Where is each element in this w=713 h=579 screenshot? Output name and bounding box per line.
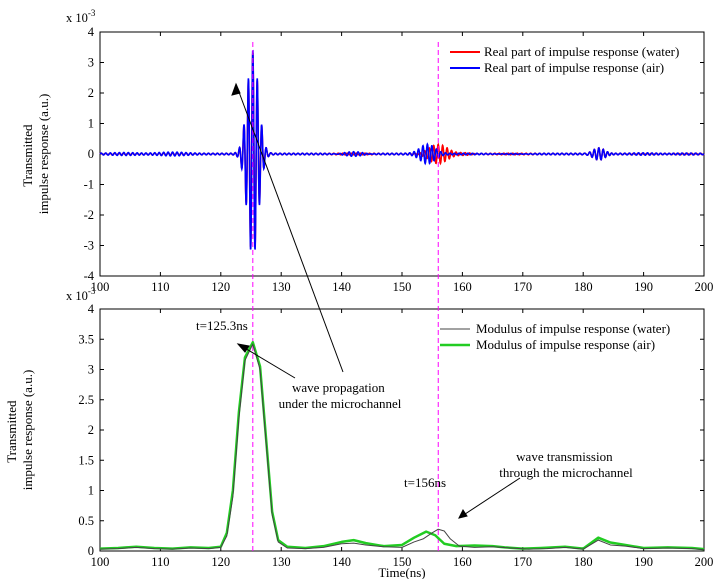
bottom-x-tick-label: 160 [453, 555, 472, 569]
top-ylabel: Transmitted impulse response (a.u.) [20, 94, 51, 215]
top-x-tick-label: 170 [513, 280, 532, 294]
top-x-tick-label: 110 [151, 280, 169, 294]
annotation-peak-156: t=156ns [404, 475, 446, 490]
bottom-y-tick-label: 0 [88, 544, 94, 558]
bottom-x-tick-label: 140 [332, 555, 351, 569]
top-y-tick-label: 3 [88, 56, 94, 70]
bottom-y-tick-label: 3 [88, 363, 94, 377]
top-y-tick-label: 1 [88, 117, 94, 131]
annotation-propagation: wave propagation under the microchannel [279, 380, 402, 411]
arrow-transmission [458, 477, 521, 519]
top-x-tick-label: 200 [695, 280, 713, 294]
bottom-vlines [252, 42, 439, 551]
top-y-multiplier: x 10-3 [66, 8, 96, 25]
top-x-tick-label: 130 [272, 280, 291, 294]
bottom-xlabel: Time(ns) [378, 565, 425, 579]
bottom-x-tick-label: 190 [634, 555, 653, 569]
top-y-tick-label: 2 [88, 86, 94, 100]
top-x-tick-label: 150 [393, 280, 412, 294]
bottom-x-tick-label: 180 [574, 555, 593, 569]
top-y-tick-label: -2 [84, 208, 94, 222]
top-y-tick-label: -3 [84, 239, 94, 253]
arrow-propagation-to-top [235, 83, 344, 373]
bottom-panel: 100 110 120 130 140 150 160 170 180 190 200 43.532… [4, 42, 713, 579]
annotation-transmission: wave transmission through the microchann… [499, 449, 633, 480]
legend-label-air: Real part of impulse response (air) [484, 60, 664, 75]
annotation-peak-125: t=125.3ns [196, 318, 248, 333]
bottom-plot-frame [99, 308, 705, 552]
bottom-series-group [99, 341, 705, 551]
top-x-tick-label: 120 [211, 280, 230, 294]
arrowhead-transmission [458, 509, 468, 519]
annotation-arrows [231, 82, 521, 519]
bottom-y-multiplier: x 10-3 [66, 286, 96, 303]
legend-label-water: Real part of impulse response (water) [484, 44, 679, 59]
bottom-x-tick-label: 120 [211, 555, 230, 569]
bottom-y-tick-label: 1.5 [78, 453, 94, 467]
bottom-x-tick-label: 170 [513, 555, 532, 569]
top-legend: Real part of impulse response (water) Re… [450, 44, 679, 75]
bottom-x-ticks: 100 110 120 130 140 150 160 170 180 190 200 [91, 309, 713, 569]
top-x-ticks: 100 110 120 130 140 150 160 170 180 190 200 [91, 32, 713, 294]
bottom-ylabel: Transmitted impulse response (a.u.) [4, 370, 35, 491]
bottom-y-tick-label: 0.5 [78, 514, 94, 528]
legend-label-modulus-water: Modulus of impulse response (water) [476, 321, 670, 336]
bottom-y-tick-label: 1 [88, 484, 94, 498]
bottom-y-ticks: 4 3.5 3 2.5 2 1.5 1 0.5 0 [78, 302, 704, 558]
bottom-x-tick-label: 110 [151, 555, 169, 569]
bottom-x-tick-label: 150 [393, 555, 412, 569]
bottom-series-line-water [99, 343, 705, 551]
top-x-tick-label: 100 [91, 280, 110, 294]
top-y-tick-label: -4 [84, 269, 95, 283]
top-y-tick-label: 0 [88, 147, 94, 161]
top-x-tick-label: 140 [332, 280, 351, 294]
bottom-y-tick-label: 2 [88, 423, 94, 437]
bottom-x-tick-label: 100 [91, 555, 110, 569]
top-series-group [99, 49, 705, 250]
top-x-tick-label: 160 [453, 280, 472, 294]
top-x-tick-label: 180 [574, 280, 593, 294]
legend-label-modulus-air: Modulus of impulse response (air) [476, 337, 655, 352]
top-y-tick-label: -1 [84, 178, 94, 192]
arrowhead-top [231, 82, 241, 96]
top-y-tick-label: 4 [88, 25, 95, 39]
top-panel: 100 110 120 130 140 150 160 170 180 190 200 4 3 2 1 0 -… [20, 8, 713, 294]
bottom-y-tick-label: 3.5 [78, 332, 94, 346]
arrowhead-bottom [236, 343, 250, 353]
top-y-ticks: 4 3 2 1 0 -1 -2 -3 -4 [84, 25, 704, 283]
top-x-tick-label: 190 [634, 280, 653, 294]
top-series-line-air [99, 49, 705, 250]
bottom-x-tick-label: 130 [272, 555, 291, 569]
bottom-legend: Modulus of impulse response (water) Modu… [440, 321, 670, 352]
arrow-propagation-to-bottom [237, 343, 296, 379]
bottom-x-tick-label: 200 [695, 555, 713, 569]
bottom-y-tick-label: 2.5 [78, 393, 94, 407]
bottom-y-tick-label: 4 [88, 302, 95, 316]
